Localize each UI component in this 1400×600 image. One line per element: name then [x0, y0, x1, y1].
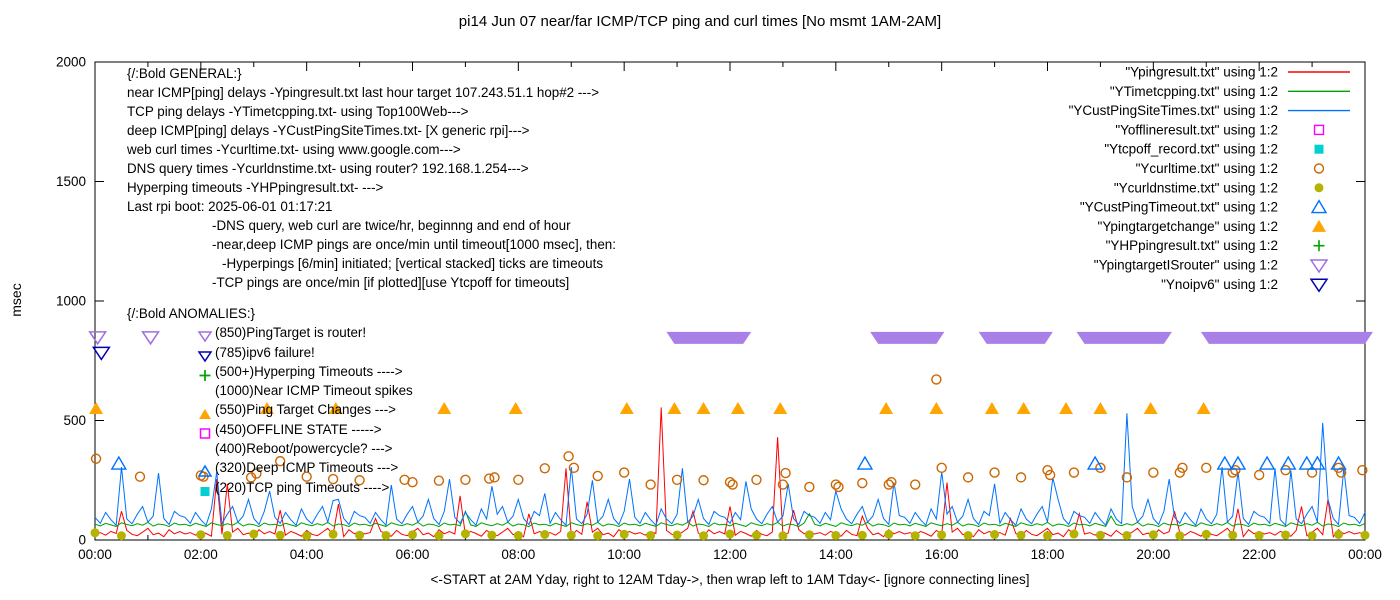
band-YpingtargetISrouter: [978, 331, 1053, 344]
general-line: near ICMP[ping] delays -Ypingresult.txt …: [127, 85, 600, 100]
anomaly-marker: [197, 480, 215, 496]
band-YpingtargetISrouter: [870, 331, 945, 344]
series-line-YTimetcpping.txt: [94, 509, 1366, 528]
legend-label: "Ypingresult.txt" using 1:2: [1125, 65, 1278, 80]
legend-label: "YpingtargetISrouter" using 1:2: [1094, 258, 1278, 273]
tri-down-open-icon: [197, 331, 213, 343]
x-tick-label: 02:00: [184, 547, 218, 562]
anomaly-item: (320)Deep ICMP Timeouts --->: [197, 458, 413, 478]
plus-icon: [199, 369, 211, 381]
series-points-YpingtargetISrouter: [88, 331, 1373, 346]
general-line: -near,deep ICMP pings are once/min until…: [212, 237, 616, 252]
x-tick-label: 10:00: [607, 547, 641, 562]
band-YpingtargetISrouter: [666, 331, 752, 344]
x-tick-label: 00:00: [78, 547, 112, 562]
legend-label: "Yofflineresult.txt" using 1:2: [1115, 122, 1278, 137]
anomaly-text: (550)Ping Target Changes --->: [215, 402, 396, 418]
anomaly-item: (1000)Near ICMP Timeout spikes: [197, 381, 413, 400]
general-line: Last rpi boot: 2025-06-01 01:17:21: [127, 199, 333, 214]
anomaly-text: (850)PingTarget is router!: [215, 325, 367, 341]
band-YpingtargetISrouter: [1200, 331, 1373, 344]
anomaly-marker: [197, 461, 215, 478]
x-tick-label: 12:00: [713, 547, 747, 562]
anomaly-marker: [197, 365, 215, 381]
general-annotations: {/:Bold GENERAL:} near ICMP[ping] delays …: [127, 64, 616, 292]
anomaly-text: (220)TCP ping Timeouts ---->: [215, 479, 390, 495]
y-axis-label: msec: [8, 283, 24, 317]
tri-up-filled-icon: [199, 408, 211, 419]
axes: 0 500 1000 1500 2000 00:00 02:00 04:00 06:00 08:0…: [56, 55, 1382, 563]
anomaly-text: (400)Reboot/powercycle? --->: [215, 441, 393, 457]
chart-title: pi14 Jun 07 near/far ICMP/TCP ping and c…: [458, 13, 942, 30]
general-line: deep ICMP[ping] delays -YCustPingSiteTim…: [127, 123, 530, 138]
legend-label: "YHPpingresult.txt" using 1:2: [1106, 238, 1278, 253]
y-tick-label: 1500: [56, 174, 86, 189]
anomaly-marker: [197, 345, 215, 363]
anomaly-item: (500+)Hyperping Timeouts ---->: [197, 362, 413, 381]
band-YpingtargetISrouter: [1076, 331, 1172, 344]
anomaly-marker-empty: [197, 384, 215, 398]
tri-down-open-icon: [197, 350, 213, 363]
anomaly-item: (400)Reboot/powercycle? --->: [197, 439, 413, 458]
legend: "Ypingresult.txt" using 1:2 "YTimetcpping…: [1069, 65, 1350, 293]
anomaly-item: (550)Ping Target Changes --->: [197, 400, 413, 419]
series-points-Ycurldnstime.txt: [90, 528, 1370, 541]
legend-label: "YCustPingSiteTimes.txt" using 1:2: [1069, 103, 1278, 118]
general-header: {/:Bold GENERAL:}: [127, 66, 242, 81]
y-tick-label: 1000: [56, 294, 86, 309]
general-line: -TCP pings are once/min [if plotted][use…: [212, 275, 570, 290]
anomaly-text: (320)Deep ICMP Timeouts --->: [215, 460, 399, 476]
series-points-Ypingtargetchange: [89, 402, 1211, 415]
anomaly-marker: [197, 422, 215, 439]
general-line: web curl times -Ycurltime.txt- using www…: [127, 142, 461, 157]
x-axis-label: <-START at 2AM Yday, right to 12AM Tday-…: [430, 572, 1030, 587]
x-tick-label: 20:00: [1136, 547, 1170, 562]
legend-label: "Ytcpoff_record.txt" using 1:2: [1104, 142, 1278, 157]
x-tick-label: 08:00: [501, 547, 535, 562]
y-tick-label: 0: [78, 533, 86, 548]
general-line: Hyperping timeouts -YHPpingresult.txt- -…: [127, 180, 384, 195]
series-points-Ynoipv6: [91, 346, 111, 361]
anomaly-marker: [197, 326, 215, 343]
anomaly-text: (1000)Near ICMP Timeout spikes: [215, 383, 413, 399]
y-tick-label: 2000: [56, 55, 86, 70]
x-tick-label: 18:00: [1031, 547, 1065, 562]
anomaly-text: (785)ipv6 failure!: [215, 344, 315, 360]
general-line: TCP ping delays -YTimetcpping.txt- using…: [127, 104, 469, 119]
anomaly-item: (785)ipv6 failure!: [197, 343, 413, 363]
anomaly-item: (450)OFFLINE STATE ----->: [197, 420, 413, 439]
series-points-YCustPingTimeout.txt: [110, 455, 1347, 470]
y-tick-label: 500: [63, 413, 86, 428]
anomaly-item: (220)TCP ping Timeouts ---->: [197, 478, 413, 497]
legend-label: "YTimetcpping.txt" using 1:2: [1110, 84, 1278, 99]
general-line: DNS query times -Ycurldnstime.txt- using…: [127, 161, 529, 176]
legend-label: "Ypingtargetchange" using 1:2: [1098, 219, 1278, 234]
square-filled-icon: [200, 486, 210, 496]
x-tick-label: 06:00: [396, 547, 430, 562]
legend-label: "Ycurldnstime.txt" using 1:2: [1114, 180, 1278, 195]
general-line: -Hyperpings [6/min] initiated; [vertical…: [222, 256, 604, 271]
square-open-icon: [199, 428, 211, 439]
anomaly-marker-empty: [197, 442, 215, 456]
x-tick-label: 00:00: [1348, 547, 1382, 562]
x-tick-label: 16:00: [925, 547, 959, 562]
anomalies-header: {/:Bold ANOMALIES:}: [127, 306, 256, 321]
general-line: -DNS query, web curl are twice/hr, begin…: [212, 218, 571, 233]
tri-up-open-icon: [197, 465, 213, 478]
legend-label: "Ycurltime.txt" using 1:2: [1136, 161, 1278, 176]
anomaly-text: (500+)Hyperping Timeouts ---->: [215, 363, 403, 379]
anomalies-annotations: {/:Bold ANOMALIES:} (850)PingTarget is ro…: [127, 304, 413, 497]
legend-label: "Ynoipv6" using 1:2: [1161, 277, 1278, 292]
x-tick-label: 04:00: [290, 547, 324, 562]
x-tick-label: 22:00: [1242, 547, 1276, 562]
series-line-YCustPingSiteTimes.txt: [94, 413, 1366, 527]
anomaly-marker: [197, 403, 215, 419]
series-points-Ycurltime.txt: [90, 374, 1368, 493]
anomaly-item: (850)PingTarget is router!: [197, 323, 413, 343]
anomaly-text: (450)OFFLINE STATE ----->: [215, 421, 382, 437]
legend-label: "YCustPingTimeout.txt" using 1:2: [1080, 200, 1278, 215]
x-tick-label: 14:00: [819, 547, 853, 562]
